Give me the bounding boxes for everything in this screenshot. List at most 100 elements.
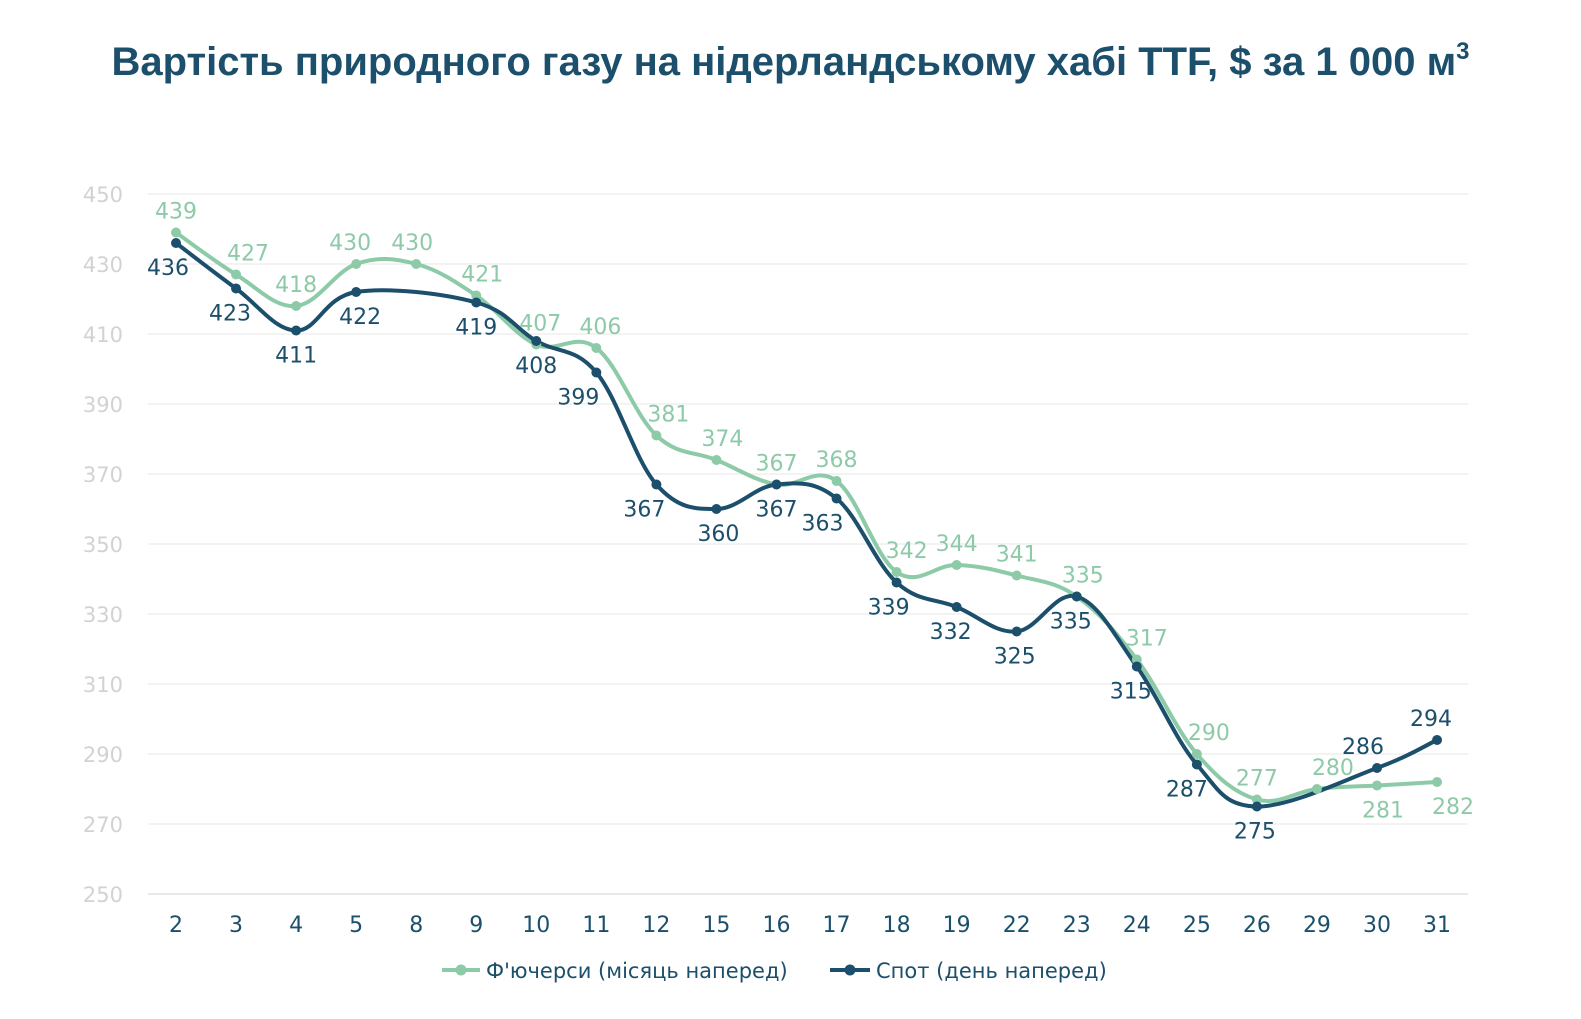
- futures-point: [231, 269, 242, 280]
- futures-data-label: 367: [756, 452, 798, 477]
- spot-point: [231, 283, 242, 294]
- futures-point: [711, 455, 722, 465]
- y-tick-label: 330: [83, 603, 123, 627]
- x-tick-label: 4: [289, 913, 303, 938]
- x-tick-label: 5: [349, 913, 363, 938]
- futures-point: [1432, 777, 1443, 787]
- futures-point: [951, 560, 962, 570]
- futures-point: [1011, 570, 1022, 581]
- futures-data-label: 341: [996, 543, 1038, 568]
- futures-point: [891, 567, 902, 577]
- spot-point: [471, 297, 482, 308]
- spot-data-label: 286: [1342, 735, 1384, 760]
- spot-data-label: 363: [802, 512, 844, 537]
- legend-label: Спот (день наперед): [876, 959, 1107, 983]
- futures-data-label: 277: [1236, 767, 1278, 792]
- x-tick-label: 17: [823, 913, 851, 938]
- spot-point: [351, 287, 362, 297]
- futures-data-label: 290: [1188, 721, 1230, 746]
- spot-data-label: 360: [697, 522, 739, 547]
- futures-data-label: 317: [1126, 627, 1168, 652]
- spot-point: [531, 336, 542, 346]
- spot-data-label: 408: [515, 354, 557, 379]
- futures-point: [411, 259, 422, 269]
- y-tick-label: 390: [83, 393, 123, 417]
- futures-data-label: 430: [391, 231, 433, 256]
- y-tick-label: 410: [83, 323, 123, 347]
- futures-data-label: 368: [816, 448, 858, 473]
- spot-point: [171, 238, 181, 248]
- spot-data-label: 315: [1110, 680, 1152, 705]
- y-tick-label: 290: [83, 743, 123, 767]
- futures-point: [1251, 794, 1262, 805]
- legend: Ф'ючерси (місяць наперед) Спот (день напе…: [442, 959, 1107, 983]
- x-tick-label: 12: [642, 913, 670, 938]
- legend-swatch-marker: [844, 964, 856, 976]
- futures-point: [291, 301, 302, 311]
- x-tick-label: 29: [1303, 913, 1331, 938]
- futures-point: [831, 476, 842, 486]
- spot-data-label: 287: [1166, 778, 1208, 803]
- spot-point: [1372, 763, 1382, 773]
- futures-point: [1131, 654, 1142, 665]
- futures-point: [1191, 749, 1202, 759]
- spot-data-label: 275: [1234, 820, 1276, 845]
- spot-point: [651, 479, 662, 490]
- futures-data-label: 418: [275, 273, 317, 298]
- futures-point: [1311, 784, 1322, 794]
- spot-data-label: 411: [275, 344, 317, 369]
- x-tick-label: 3: [229, 913, 243, 938]
- futures-data-label: 427: [227, 242, 269, 267]
- y-tick-label: 310: [83, 673, 123, 697]
- spot-data-label: 436: [147, 256, 189, 281]
- spot-data-label: 367: [756, 498, 798, 523]
- futures-point: [651, 430, 662, 441]
- spot-data-label: 294: [1410, 707, 1452, 732]
- spot-data-label: 419: [455, 316, 497, 341]
- futures-data-label: 344: [936, 532, 978, 557]
- x-axis: 2 3 4 5 8 9 10 11 12 15 16 17 18 19 22 23 24 25 26 29 30 31: [169, 913, 1451, 938]
- x-tick-label: 2: [169, 913, 183, 938]
- futures-point: [591, 343, 602, 353]
- y-tick-label: 430: [83, 253, 123, 277]
- futures-data-label: 335: [1062, 564, 1104, 589]
- x-tick-label: 19: [943, 913, 971, 938]
- futures-data-label: 282: [1432, 795, 1474, 820]
- futures-data-label: 430: [329, 231, 371, 256]
- x-tick-label: 26: [1243, 913, 1271, 938]
- spot-point: [1432, 735, 1443, 745]
- legend-label: Ф'ючерси (місяць наперед): [486, 959, 788, 983]
- x-tick-label: 18: [883, 913, 911, 938]
- spot-point: [591, 367, 602, 378]
- spot-data-label: 325: [994, 645, 1036, 670]
- futures-point: [171, 227, 181, 238]
- x-tick-label: 10: [522, 913, 550, 938]
- spot-point: [711, 504, 722, 514]
- x-tick-label: 22: [1003, 913, 1031, 938]
- y-tick-label: 450: [83, 183, 123, 207]
- futures-data-label: 342: [886, 539, 928, 564]
- spot-point: [1191, 759, 1202, 770]
- spot-point: [1071, 591, 1082, 602]
- futures-data-label: 439: [155, 200, 197, 225]
- x-tick-label: 24: [1123, 913, 1151, 938]
- gridlines: [148, 193, 1468, 895]
- futures-data-label: 281: [1362, 799, 1404, 824]
- spot-data-label: 422: [339, 305, 381, 330]
- futures-data-label: 280: [1312, 756, 1354, 781]
- futures-data-label: 381: [647, 403, 689, 428]
- y-tick-label: 350: [83, 533, 123, 557]
- futures-data-label: 421: [461, 263, 503, 288]
- y-axis: 250 270 290 310 330 350 370 390 410 430 450: [83, 183, 123, 907]
- spot-point: [831, 493, 842, 504]
- futures-point: [471, 290, 482, 301]
- spot-point: [291, 325, 302, 336]
- spot-data-label: 339: [868, 596, 910, 621]
- spot-point: [771, 479, 782, 490]
- x-tick-label: 25: [1183, 913, 1211, 938]
- x-tick-label: 8: [409, 913, 423, 938]
- spot-data-label: 399: [557, 386, 599, 411]
- x-tick-label: 23: [1063, 913, 1091, 938]
- futures-point: [351, 259, 362, 269]
